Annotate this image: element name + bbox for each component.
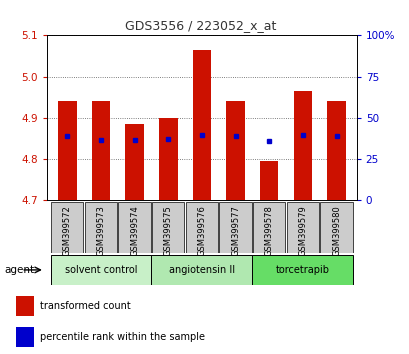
- FancyBboxPatch shape: [118, 202, 151, 253]
- Bar: [293, 91, 311, 200]
- Text: GSM399578: GSM399578: [264, 205, 273, 256]
- Text: GSM399573: GSM399573: [96, 205, 105, 256]
- Text: transformed count: transformed count: [40, 301, 130, 312]
- Text: GSM399574: GSM399574: [130, 205, 139, 256]
- Text: GSM399580: GSM399580: [331, 205, 340, 256]
- Bar: [259, 161, 278, 200]
- Bar: [16, 296, 34, 316]
- Text: GSM399577: GSM399577: [231, 205, 240, 256]
- Text: solvent control: solvent control: [65, 265, 137, 275]
- Text: torcetrapib: torcetrapib: [275, 265, 329, 275]
- Bar: [125, 124, 144, 200]
- FancyBboxPatch shape: [50, 255, 151, 285]
- FancyBboxPatch shape: [85, 202, 117, 253]
- Text: percentile rank within the sample: percentile rank within the sample: [40, 332, 204, 342]
- Bar: [58, 101, 76, 200]
- Text: GSM399579: GSM399579: [298, 205, 307, 256]
- FancyBboxPatch shape: [319, 202, 352, 253]
- FancyBboxPatch shape: [51, 202, 83, 253]
- Text: GSM399576: GSM399576: [197, 205, 206, 256]
- FancyBboxPatch shape: [219, 202, 251, 253]
- Bar: [226, 101, 244, 200]
- Text: GSM399575: GSM399575: [163, 205, 172, 256]
- FancyBboxPatch shape: [252, 255, 353, 285]
- FancyBboxPatch shape: [185, 202, 218, 253]
- FancyBboxPatch shape: [286, 202, 318, 253]
- Bar: [16, 327, 34, 347]
- Text: angiotensin II: angiotensin II: [169, 265, 234, 275]
- Bar: [92, 101, 110, 200]
- Bar: [159, 118, 177, 200]
- Text: GSM399572: GSM399572: [63, 205, 72, 256]
- FancyBboxPatch shape: [252, 202, 285, 253]
- FancyBboxPatch shape: [152, 202, 184, 253]
- Bar: [192, 50, 211, 200]
- Bar: [326, 101, 345, 200]
- Text: agent: agent: [4, 265, 34, 275]
- FancyBboxPatch shape: [151, 255, 252, 285]
- Text: GDS3556 / 223052_x_at: GDS3556 / 223052_x_at: [125, 19, 276, 33]
